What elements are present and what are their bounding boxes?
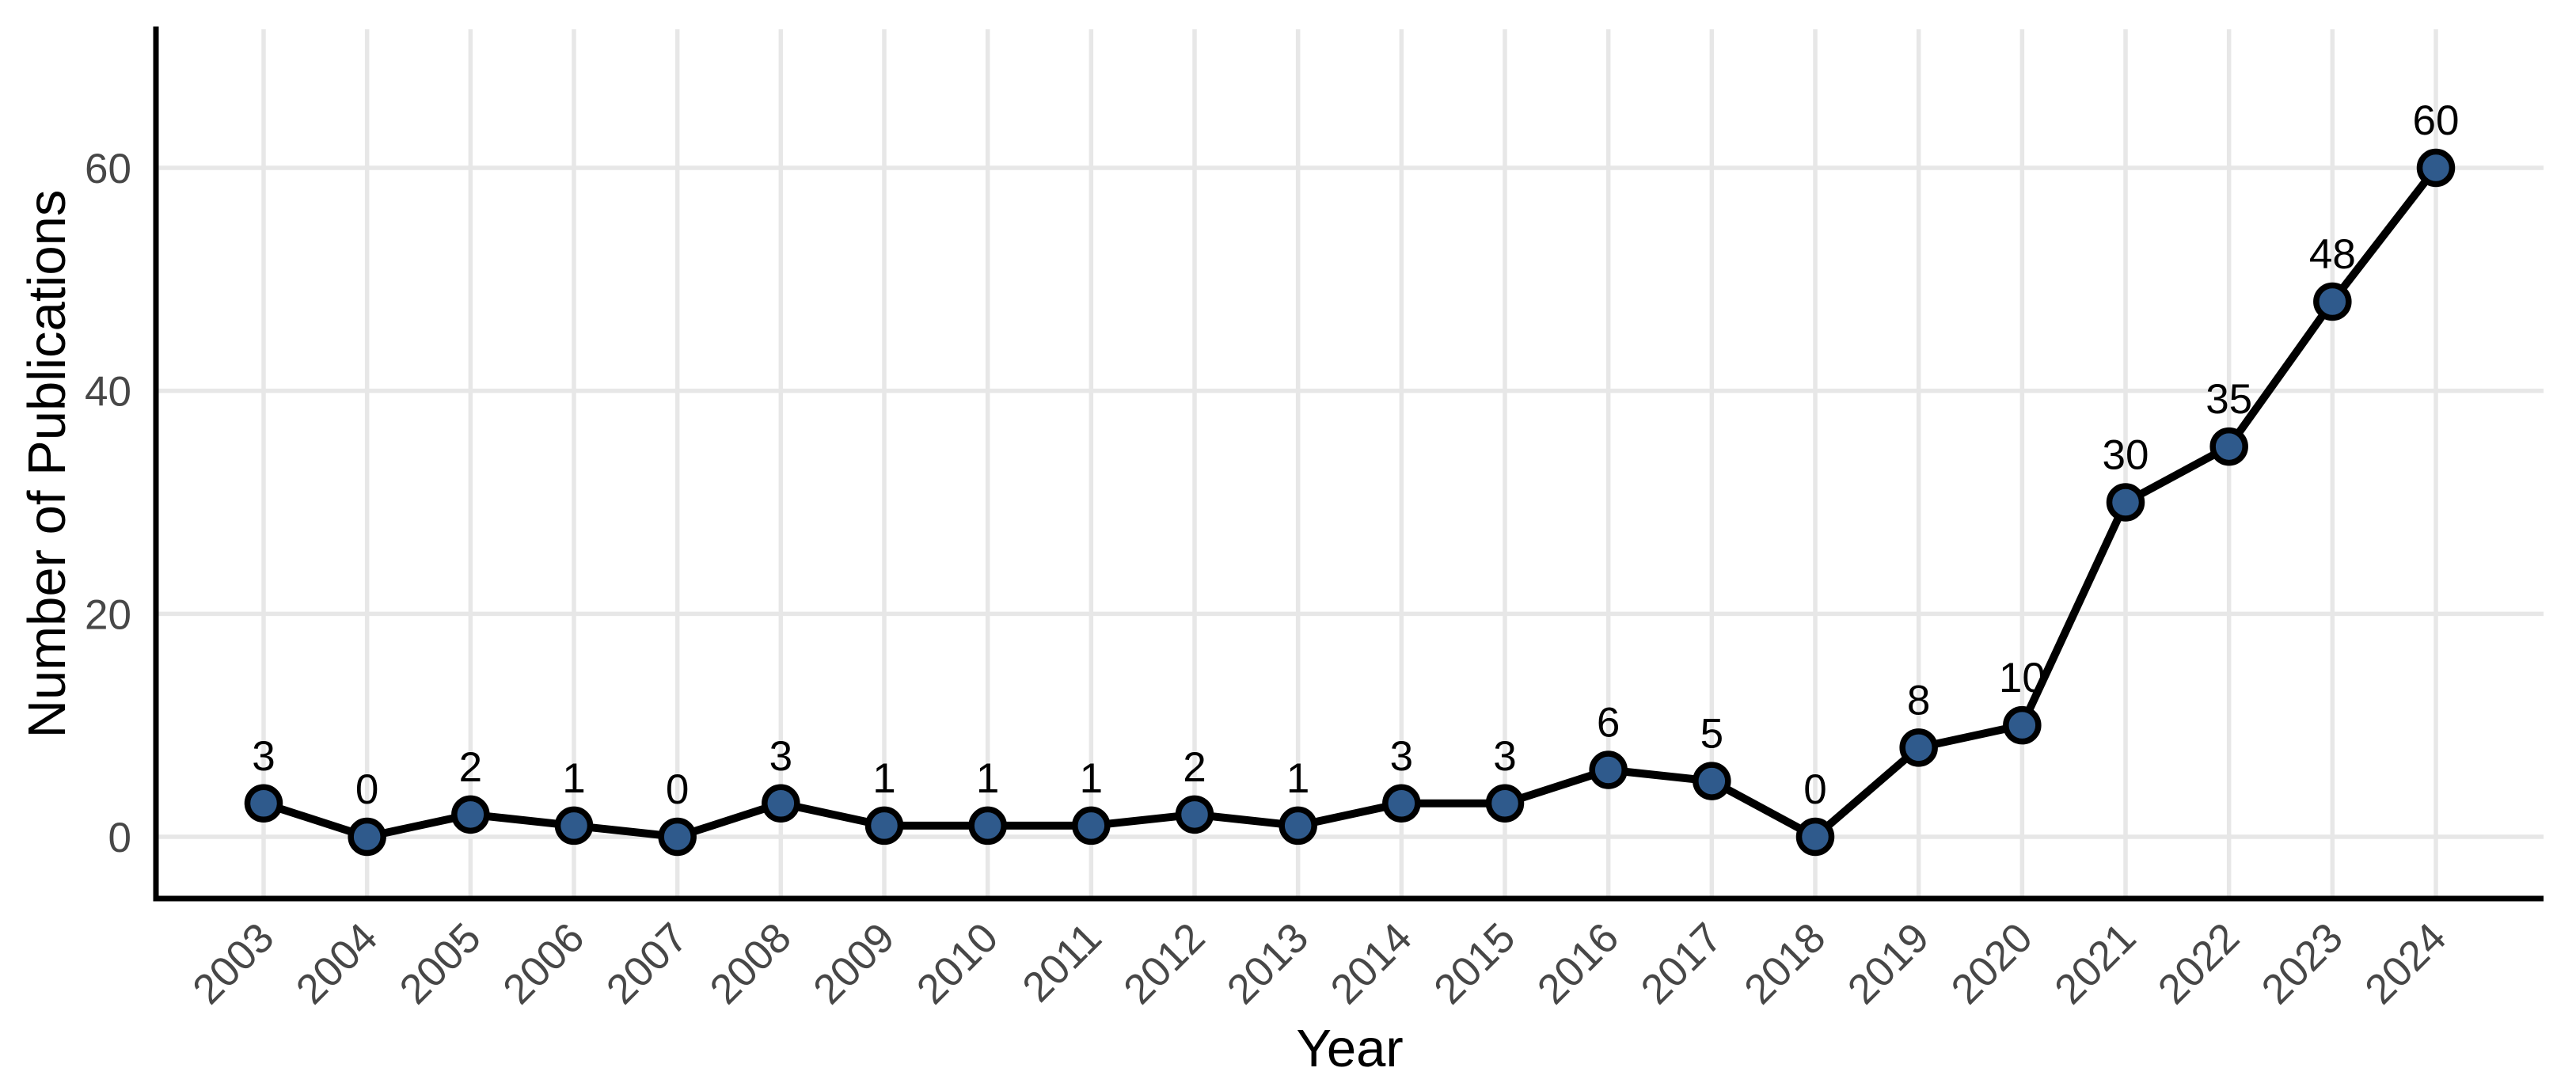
x-tick-label: 2023 xyxy=(2253,914,2352,1013)
trend-line xyxy=(260,164,2440,841)
x-tick-label: 2018 xyxy=(1735,914,1834,1013)
y-tick-label: 40 xyxy=(85,369,131,416)
y-tick-label: 60 xyxy=(85,146,131,192)
data-point-label: 1 xyxy=(1080,755,1103,802)
x-tick-labels: 2003 2004 2005 2006 2007 2008 2009 2010 2011 2012… xyxy=(184,914,2455,1013)
x-tick-label: 2012 xyxy=(1115,914,1214,1013)
data-point-label: 3 xyxy=(769,733,792,780)
data-point-label: 3 xyxy=(1390,733,1413,780)
y-tick-label: 20 xyxy=(85,591,131,638)
data-point-label: 0 xyxy=(1803,766,1826,813)
x-tick-label: 2024 xyxy=(2356,914,2455,1013)
y-axis-title: Number of Publications xyxy=(17,190,77,739)
x-tick-label: 2006 xyxy=(494,914,593,1013)
x-tick-label: 2019 xyxy=(1839,914,1938,1013)
data-point-label: 3 xyxy=(1493,733,1516,780)
data-point xyxy=(2313,282,2352,321)
data-point-label: 30 xyxy=(2103,432,2149,479)
x-tick-label: 2014 xyxy=(1322,914,1421,1013)
data-point-label: 10 xyxy=(1999,655,2046,701)
y-tick-labels: 0 20 40 60 xyxy=(85,146,131,861)
data-point xyxy=(1899,728,1938,767)
x-tick-label: 2011 xyxy=(1014,914,1111,1011)
data-point xyxy=(554,806,594,846)
data-point-label: 60 xyxy=(2413,97,2460,144)
data-point-label: 35 xyxy=(2206,376,2252,423)
data-point xyxy=(1072,806,1111,846)
data-point-label: 1 xyxy=(1286,755,1309,802)
data-point xyxy=(2106,483,2145,522)
x-tick-label: 2013 xyxy=(1218,914,1317,1013)
data-point xyxy=(1175,795,1214,834)
horizontal-gridlines xyxy=(156,165,2544,839)
data-point xyxy=(2209,427,2248,466)
data-point xyxy=(1279,806,1317,846)
data-point-label: 1 xyxy=(562,755,585,802)
data-point xyxy=(2003,705,2042,745)
data-point-label: 48 xyxy=(2309,231,2356,278)
data-point-label: 1 xyxy=(976,755,999,802)
data-point xyxy=(1589,750,1628,789)
data-point xyxy=(1382,784,1421,823)
x-tick-label: 2007 xyxy=(598,914,697,1013)
data-point xyxy=(968,806,1007,846)
data-point-label: 0 xyxy=(355,766,378,813)
data-point xyxy=(658,817,697,857)
data-point xyxy=(244,784,283,823)
x-tick-label: 2020 xyxy=(1943,914,2042,1013)
data-point-label: 2 xyxy=(1183,744,1206,791)
data-point xyxy=(348,817,386,857)
x-tick-label: 2003 xyxy=(184,914,283,1013)
y-tick-label: 0 xyxy=(108,815,131,861)
x-tick-label: 2009 xyxy=(804,914,903,1013)
data-point-label: 0 xyxy=(666,766,689,813)
data-point xyxy=(1795,817,1835,857)
x-tick-label: 2021 xyxy=(2046,914,2145,1013)
data-point-label: 6 xyxy=(1597,700,1620,747)
data-points xyxy=(244,148,2456,857)
data-point-label: 8 xyxy=(1907,677,1930,724)
data-point xyxy=(864,806,904,846)
data-point-label: 1 xyxy=(872,755,895,802)
data-point xyxy=(1693,762,1731,800)
x-tick-label: 2010 xyxy=(908,914,1007,1013)
data-point-label: 5 xyxy=(1700,711,1723,758)
data-point-label: 2 xyxy=(459,744,482,791)
x-tick-label: 2015 xyxy=(1425,914,1524,1013)
x-tick-label: 2017 xyxy=(1632,914,1731,1013)
data-point xyxy=(2416,148,2456,188)
x-tick-label: 2008 xyxy=(701,914,800,1013)
data-point xyxy=(762,784,800,823)
data-point xyxy=(1485,784,1525,823)
x-tick-label: 2022 xyxy=(2149,914,2248,1013)
x-tick-label: 2016 xyxy=(1529,914,1628,1013)
data-point xyxy=(451,795,490,834)
x-axis-title: Year xyxy=(1296,1019,1403,1078)
data-point-label: 3 xyxy=(252,733,275,780)
x-tick-label: 2004 xyxy=(287,914,386,1013)
x-tick-label: 2005 xyxy=(391,914,490,1013)
